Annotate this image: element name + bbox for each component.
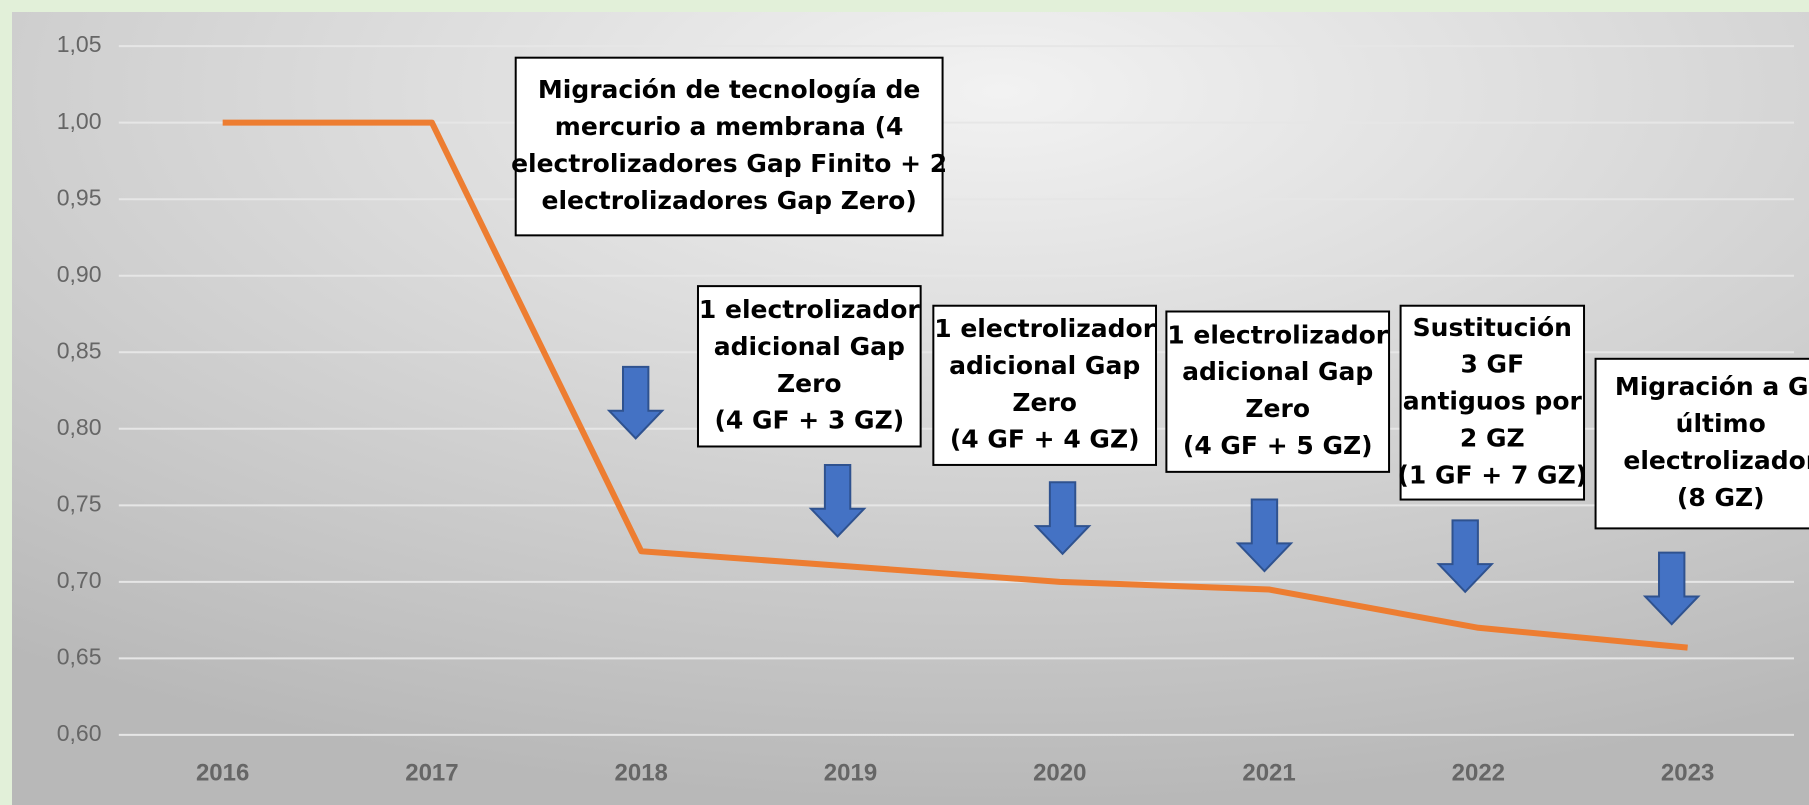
y-tick-label: 0,90 <box>57 261 102 287</box>
annotation-text: Sustitución 3 GF antiguos por 2 GZ (1 GF + 7… <box>1397 313 1587 490</box>
x-tick-label: 2021 <box>1242 759 1295 786</box>
annotation-text: Migración de tecnología de mercurio a mem… <box>511 75 947 215</box>
arrow <box>606 365 665 440</box>
annotation-text: 1 electrolizador adicional Gap Zero (4 GF +… <box>699 295 920 435</box>
line <box>222 119 1688 651</box>
annotation-line: Migración de tecnología de <box>538 75 921 104</box>
annotation-line: electrolizadores Gap Finito + 2 <box>511 149 947 178</box>
y-tick-label: 0,75 <box>57 490 102 516</box>
y-tick-label: 1,05 <box>57 31 102 57</box>
annotation-line: 1 electrolizador <box>699 295 920 324</box>
annotation-line: adicional Gap <box>949 351 1140 380</box>
arrow <box>1235 498 1294 573</box>
y-tick-label: 0,95 <box>57 184 102 210</box>
annotation-line: 2 GZ <box>1460 424 1525 453</box>
annotation-line: 1 electrolizador <box>934 314 1155 343</box>
annotation-text: 1 electrolizador adicional Gap Zero (4 GF +… <box>934 314 1155 454</box>
x-tick-label: 2017 <box>405 759 458 786</box>
annotation-line: Zero <box>1245 394 1310 423</box>
y-tick-label: 0,80 <box>57 414 102 440</box>
annotation-line: (4 GF + 3 GZ) <box>714 406 904 435</box>
annotation-line: (8 GZ) <box>1677 483 1765 512</box>
annotation-line: electrolizador <box>1623 446 1809 475</box>
annotation-text: 1 electrolizador adicional Gap Zero (4 GF +… <box>1167 320 1388 460</box>
annotation-line: Zero <box>777 369 842 398</box>
annotation-line: Zero <box>1012 388 1077 417</box>
annotation-box <box>1594 357 1809 530</box>
x-tick-label: 2023 <box>1661 759 1714 786</box>
annotation-line: 1 electrolizador <box>1167 320 1388 349</box>
x-tick-label: 2022 <box>1452 759 1505 786</box>
annotation-line: Migración a GZ <box>1615 372 1809 401</box>
annotation-line: mercurio a membrana (4 <box>555 112 904 141</box>
annotation-box <box>696 285 922 448</box>
annotation-box <box>1399 304 1586 501</box>
arrow <box>1033 481 1092 556</box>
y-tick-label: 0,65 <box>57 643 102 669</box>
annotation-line: 3 GF <box>1460 350 1524 379</box>
annotation-line: adicional Gap <box>714 332 905 361</box>
annotation-box <box>932 304 1158 466</box>
annotation-text: Migración a GZ último electrolizador (8 GZ) <box>1615 372 1809 512</box>
annotation-box <box>514 56 944 237</box>
y-tick-label: 0,70 <box>57 567 102 593</box>
annotation-line: (4 GF + 4 GZ) <box>950 425 1140 454</box>
x-tick-label: 2019 <box>824 759 877 786</box>
annotation-line: antiguos por <box>1403 387 1583 416</box>
annotation-line: último <box>1676 409 1766 438</box>
annotation-line: adicional Gap <box>1182 357 1373 386</box>
annotation-line: (1 GF + 7 GZ) <box>1397 460 1587 489</box>
x-tick-label: 2016 <box>196 759 249 786</box>
annotation-line: electrolizadores Gap Zero) <box>542 186 917 215</box>
y-tick-label: 0,85 <box>57 337 102 363</box>
arrow <box>808 463 867 538</box>
annotation-line: Sustitución <box>1413 313 1572 342</box>
arrow <box>1436 519 1495 594</box>
y-tick-label: 0,60 <box>57 720 102 746</box>
x-tick-label: 2018 <box>615 759 668 786</box>
annotation-line: (4 GF + 5 GZ) <box>1183 431 1373 460</box>
annotation-box <box>1165 310 1391 473</box>
x-tick-label: 2020 <box>1033 759 1086 786</box>
y-tick-label: 1,00 <box>57 108 102 134</box>
arrow <box>1642 551 1701 626</box>
